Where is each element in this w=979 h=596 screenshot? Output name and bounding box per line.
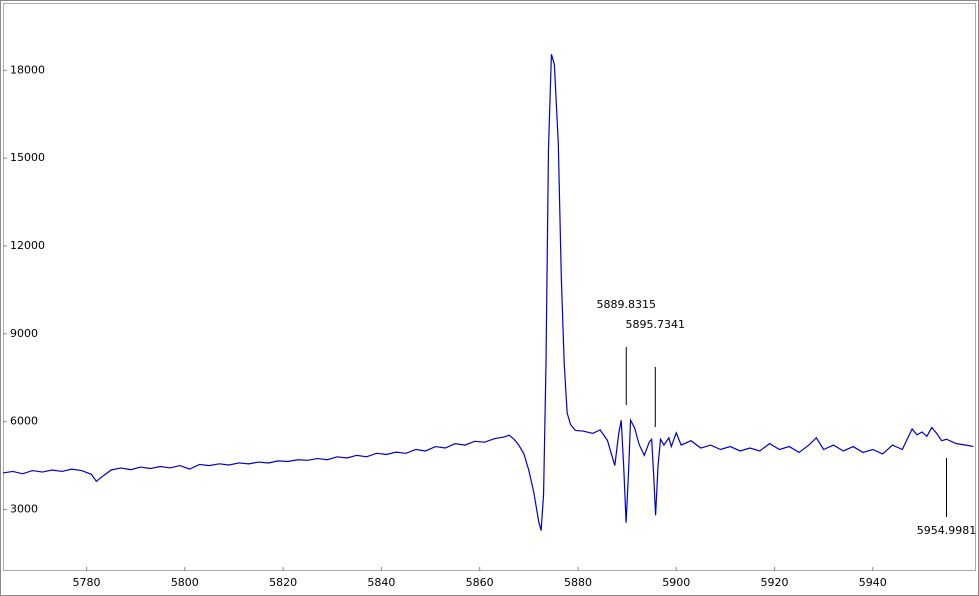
y-tick-label: 9000 xyxy=(10,327,38,340)
x-tick-label: 5940 xyxy=(859,576,887,589)
y-tick-label: 6000 xyxy=(10,415,38,428)
x-tick-label: 5780 xyxy=(73,576,101,589)
annotation-label: 5889.8315 xyxy=(597,298,657,311)
y-tick-label: 12000 xyxy=(10,239,45,252)
x-tick-label: 5900 xyxy=(662,576,690,589)
x-tick-label: 5880 xyxy=(564,576,592,589)
x-tick-label: 5860 xyxy=(466,576,494,589)
x-tick-label: 5920 xyxy=(761,576,789,589)
x-tick-label: 5820 xyxy=(269,576,297,589)
y-tick-label: 15000 xyxy=(10,151,45,164)
annotation-label: 5895.7341 xyxy=(626,318,686,331)
annotation-label: 5954.9981 xyxy=(917,524,977,537)
y-tick-label: 3000 xyxy=(10,503,38,516)
spectrum-line xyxy=(2,54,974,531)
x-tick-label: 5800 xyxy=(171,576,199,589)
plot-area xyxy=(3,3,976,571)
y-tick-label: 18000 xyxy=(10,63,45,76)
x-tick-label: 5840 xyxy=(367,576,395,589)
